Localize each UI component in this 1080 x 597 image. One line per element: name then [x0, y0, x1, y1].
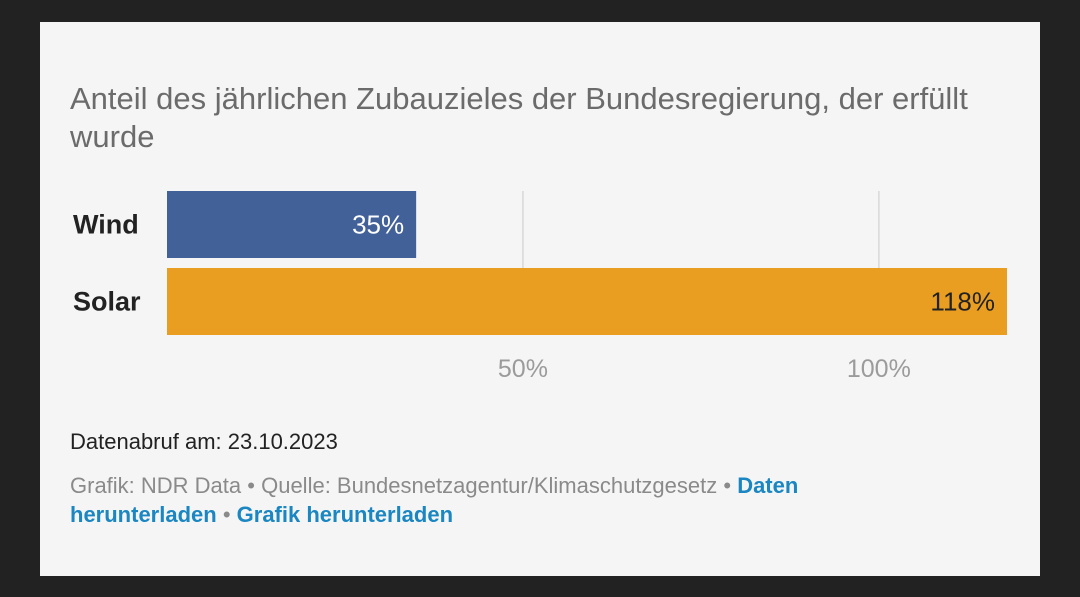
x-tick-label: 100% — [847, 355, 911, 383]
bar-solar — [167, 268, 1007, 335]
chart-footer: Grafik: NDR Data • Quelle: Bundesnetzage… — [70, 471, 900, 529]
x-tick-label: 50% — [498, 355, 548, 383]
separator: • — [216, 502, 237, 527]
separator: • — [717, 473, 738, 498]
chart-title: Anteil des jährlichen Zubauzieles der Bu… — [70, 81, 968, 154]
category-label: Solar — [73, 287, 141, 317]
separator: • — [241, 473, 262, 498]
source-text: Quelle: Bundesnetzagentur/Klimaschutzges… — [261, 473, 718, 498]
chart-card: Anteil des jährlichen Zubauzieles der Bu… — [40, 22, 1040, 576]
data-label: 118% — [930, 287, 995, 317]
category-label: Wind — [73, 210, 139, 240]
download-data-link[interactable]: Daten herunterladen — [70, 473, 799, 527]
data-retrieval-date: Datenabruf am: 23.10.2023 — [70, 429, 338, 454]
data-label: 35% — [352, 210, 404, 240]
credit-text: Grafik: NDR Data — [70, 473, 242, 498]
bar-wind — [167, 191, 417, 258]
download-graphic-link[interactable]: Grafik herunterladen — [236, 502, 454, 527]
bar-chart: 50% 100% Wind 35% Solar 118% — [73, 191, 1007, 383]
